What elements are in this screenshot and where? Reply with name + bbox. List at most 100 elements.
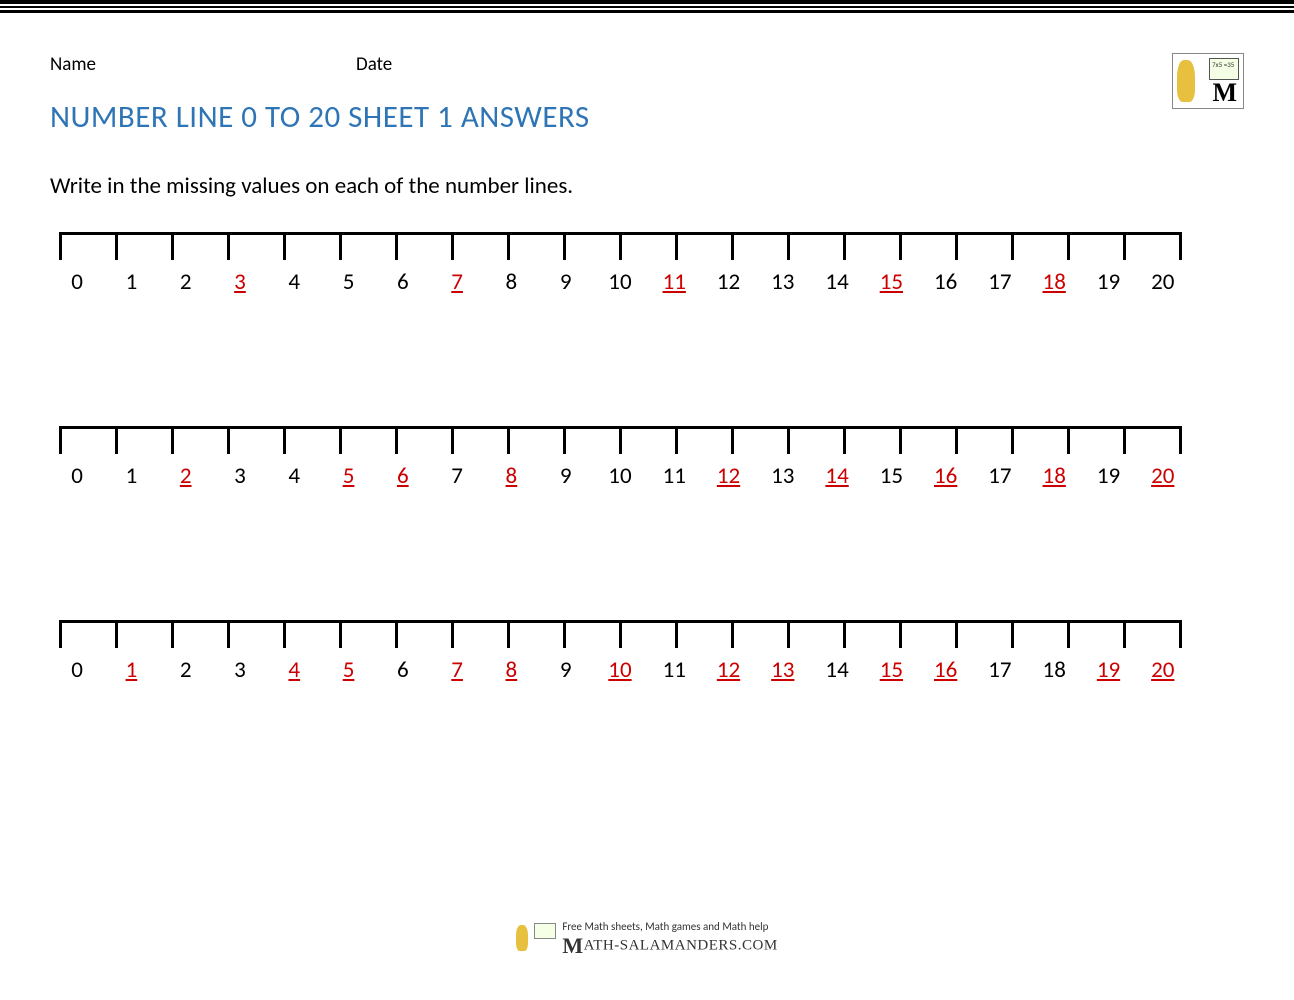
number-label-answer: 10	[593, 656, 647, 684]
page-footer: Free Math sheets, Math games and Math he…	[0, 920, 1294, 961]
number-label-given: 9	[539, 462, 593, 490]
number-label-answer: 20	[1136, 462, 1190, 490]
number-label-given: 14	[810, 268, 864, 296]
number-label-answer: 14	[810, 462, 864, 490]
number-label-given: 14	[810, 656, 864, 684]
ruler-tick	[283, 620, 286, 648]
ruler-tick	[395, 426, 398, 454]
number-label-answer: 15	[864, 268, 918, 296]
number-line-3: 01234567891011121314151617181920	[50, 620, 1244, 684]
ruler-tick	[955, 232, 958, 260]
number-line-1: 01234567891011121314151617181920	[50, 232, 1244, 296]
number-label-given: 8	[484, 268, 538, 296]
footer-url-rest: ATH-SALAMANDERS.COM	[584, 937, 778, 953]
number-label-given: 6	[376, 656, 430, 684]
number-label-answer: 8	[484, 462, 538, 490]
ruler-tick	[1011, 426, 1014, 454]
ruler-tick	[1123, 232, 1126, 260]
number-label-given: 11	[647, 462, 701, 490]
number-label-answer: 20	[1136, 656, 1190, 684]
number-label-given: 2	[159, 268, 213, 296]
ruler-tick	[1011, 620, 1014, 648]
number-label-answer: 5	[321, 462, 375, 490]
number-line-labels: 01234567891011121314151617181920	[50, 268, 1190, 296]
ruler-tick	[1067, 232, 1070, 260]
number-label-given: 3	[213, 656, 267, 684]
number-label-answer: 5	[321, 656, 375, 684]
ruler-tick	[787, 426, 790, 454]
logo-m-glyph: M	[1212, 80, 1237, 106]
ruler-tick	[899, 620, 902, 648]
ruler-tick	[451, 232, 454, 260]
number-label-answer: 7	[430, 656, 484, 684]
ruler-tick	[619, 232, 622, 260]
number-label-given: 16	[919, 268, 973, 296]
number-label-answer: 6	[376, 462, 430, 490]
number-label-answer: 18	[1027, 462, 1081, 490]
number-label-answer: 15	[864, 656, 918, 684]
number-label-given: 10	[593, 268, 647, 296]
worksheet-page: Name Date NUMBER LINE 0 TO 20 SHEET 1 AN…	[0, 13, 1294, 684]
ruler-tick	[675, 426, 678, 454]
instructions-text: Write in the missing values on each of t…	[50, 172, 1244, 200]
number-label-given: 4	[267, 268, 321, 296]
ruler-tick	[59, 426, 62, 454]
number-label-answer: 4	[267, 656, 321, 684]
number-label-given: 2	[159, 656, 213, 684]
number-label-answer: 16	[919, 462, 973, 490]
number-label-given: 0	[50, 656, 104, 684]
ruler-tick	[843, 620, 846, 648]
ruler-tick	[1179, 426, 1182, 454]
page-top-border	[0, 0, 1294, 6]
number-label-given: 15	[864, 462, 918, 490]
number-label-given: 7	[430, 462, 484, 490]
number-label-given: 20	[1136, 268, 1190, 296]
ruler-tick	[843, 426, 846, 454]
ruler-tick	[675, 232, 678, 260]
ruler-tick	[115, 426, 118, 454]
footer-inner: Free Math sheets, Math games and Math he…	[516, 920, 777, 959]
ruler-tick	[1011, 232, 1014, 260]
footer-logo-box	[534, 923, 556, 939]
ruler-tick	[899, 426, 902, 454]
ruler-tick	[619, 620, 622, 648]
site-logo: 7x5 =35 M	[1172, 53, 1244, 109]
ruler-tick	[675, 620, 678, 648]
number-label-given: 3	[213, 462, 267, 490]
number-label-given: 17	[973, 268, 1027, 296]
number-label-given: 10	[593, 462, 647, 490]
ruler-tick	[507, 620, 510, 648]
number-line-labels: 01234567891011121314151617181920	[50, 656, 1190, 684]
number-lines-container: 0123456789101112131415161718192001234567…	[50, 232, 1244, 684]
number-label-given: 1	[104, 462, 158, 490]
logo-formula: 7x5 =35	[1209, 58, 1239, 80]
ruler-tick	[955, 426, 958, 454]
salamander-icon	[1177, 60, 1195, 102]
footer-m-glyph: M	[562, 933, 583, 958]
number-label-answer: 16	[919, 656, 973, 684]
ruler-tick	[171, 426, 174, 454]
ruler-tick	[451, 426, 454, 454]
ruler-tick	[507, 426, 510, 454]
number-label-answer: 12	[701, 656, 755, 684]
ruler-tick	[619, 426, 622, 454]
number-label-answer: 7	[430, 268, 484, 296]
ruler-tick	[59, 232, 62, 260]
number-label-given: 12	[701, 268, 755, 296]
ruler-tick	[787, 620, 790, 648]
ruler-tick	[563, 426, 566, 454]
ruler-tick	[115, 232, 118, 260]
ruler-tick	[1179, 620, 1182, 648]
number-label-given: 19	[1081, 268, 1135, 296]
number-label-answer: 13	[756, 656, 810, 684]
ruler-tick	[395, 232, 398, 260]
number-label-answer: 8	[484, 656, 538, 684]
number-label-given: 1	[104, 268, 158, 296]
ruler-tick	[171, 620, 174, 648]
number-label-given: 17	[973, 656, 1027, 684]
number-label-answer: 19	[1081, 656, 1135, 684]
number-label-given: 13	[756, 268, 810, 296]
ruler-tick	[227, 232, 230, 260]
ruler-tick	[283, 426, 286, 454]
number-label-given: 5	[321, 268, 375, 296]
